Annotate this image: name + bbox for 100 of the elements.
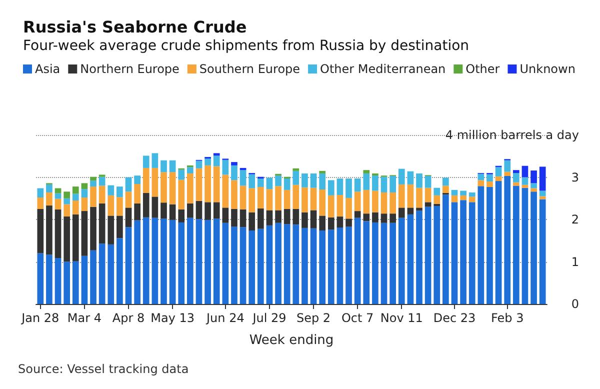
bar	[125, 227, 132, 304]
bar	[64, 216, 70, 262]
bar	[160, 172, 167, 203]
bar	[398, 208, 405, 218]
bar	[346, 178, 352, 198]
bar	[81, 189, 88, 198]
bar	[380, 192, 388, 214]
bar	[178, 222, 185, 304]
bar	[152, 196, 158, 218]
bar	[64, 204, 70, 217]
bar	[196, 160, 202, 168]
bar	[284, 178, 290, 190]
bar	[363, 190, 370, 214]
bar	[98, 176, 106, 186]
bar	[522, 184, 528, 188]
bar	[328, 217, 334, 230]
bar	[398, 168, 405, 184]
bar	[98, 203, 106, 244]
bar	[248, 212, 256, 230]
legend-label: Southern Europe	[199, 62, 300, 76]
bar	[152, 168, 158, 197]
bar	[266, 210, 273, 226]
bar	[81, 183, 88, 190]
bar	[72, 200, 79, 214]
bar	[90, 176, 96, 181]
bar	[204, 202, 211, 220]
bar	[160, 218, 167, 304]
bar	[434, 188, 440, 196]
bar	[512, 173, 520, 182]
bar	[292, 170, 300, 185]
bar	[231, 180, 238, 209]
bar	[460, 200, 466, 304]
bar	[187, 218, 194, 304]
bar	[336, 178, 344, 195]
bar	[213, 153, 220, 156]
bar	[64, 198, 70, 204]
legend-label: Other	[466, 62, 500, 76]
bar	[495, 167, 502, 176]
bar	[187, 167, 194, 174]
bar	[257, 186, 264, 209]
legend-label: Other Mediterranean	[320, 62, 446, 76]
bar	[231, 208, 238, 227]
bar	[116, 197, 123, 216]
bar	[407, 208, 414, 214]
bar	[116, 238, 123, 304]
bar	[72, 194, 79, 200]
bar	[390, 192, 396, 214]
bar	[451, 190, 458, 196]
bar	[336, 228, 344, 304]
bar	[504, 160, 511, 172]
x-tick-label: Jan 28	[20, 311, 60, 325]
bar	[275, 186, 282, 210]
bar	[319, 190, 326, 216]
bar	[372, 190, 378, 212]
bar	[398, 218, 405, 304]
bar	[64, 192, 70, 198]
bar	[90, 206, 96, 250]
bar	[46, 206, 52, 255]
bar	[72, 214, 79, 262]
bar	[424, 202, 432, 207]
bar	[248, 174, 256, 188]
bar	[257, 228, 264, 304]
bar	[539, 199, 546, 304]
bar	[54, 209, 62, 258]
bar	[204, 220, 211, 304]
bar	[134, 176, 140, 184]
bar	[81, 256, 88, 304]
bar	[302, 228, 308, 304]
bar	[336, 216, 344, 228]
x-tick-label: Jul 29	[252, 311, 286, 325]
bar	[54, 188, 62, 194]
bar	[46, 184, 52, 192]
bar	[468, 192, 476, 197]
bar	[196, 168, 202, 201]
bar	[522, 188, 528, 304]
bar	[90, 186, 96, 207]
bar	[416, 210, 422, 304]
x-tick-label: Mar 4	[67, 311, 102, 325]
bar	[319, 216, 326, 230]
bar	[495, 176, 502, 182]
bar	[266, 178, 273, 190]
bar	[142, 192, 150, 218]
bar	[64, 262, 70, 304]
bar	[54, 193, 62, 199]
bar	[530, 183, 537, 188]
bar	[213, 218, 220, 304]
x-axis-title: Week ending	[249, 333, 334, 348]
bar	[125, 192, 132, 208]
chart-title: Russia's Seaborne Crude	[23, 18, 247, 36]
bar	[434, 195, 440, 204]
bar	[152, 153, 158, 168]
bar	[442, 178, 449, 186]
bar	[292, 168, 300, 171]
bar	[160, 202, 167, 219]
bar	[178, 209, 185, 222]
bar	[169, 204, 176, 220]
bar	[539, 190, 546, 196]
bar	[98, 186, 106, 204]
bar	[451, 202, 458, 304]
bar	[363, 173, 370, 190]
